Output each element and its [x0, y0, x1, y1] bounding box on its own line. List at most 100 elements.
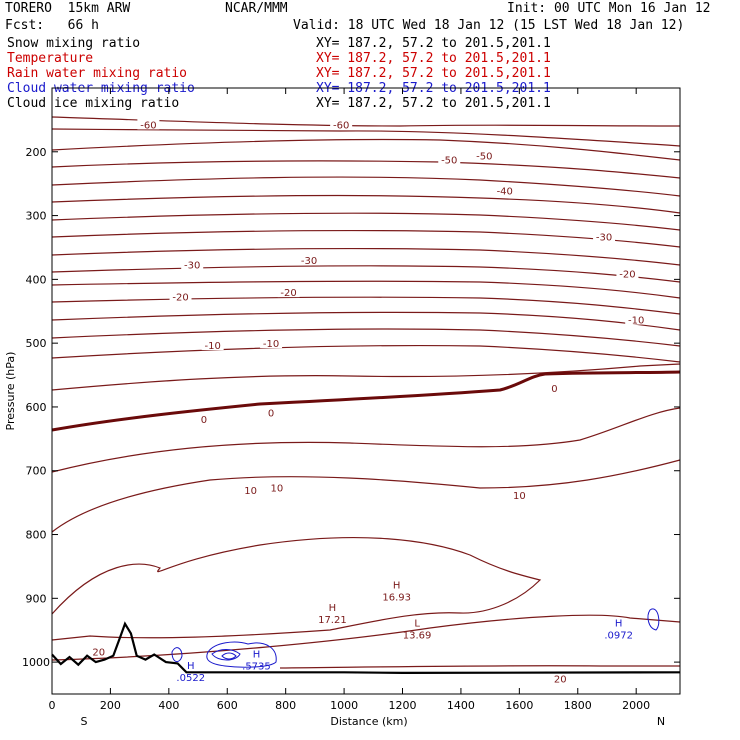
extremum-kind: H: [187, 661, 195, 672]
y-tick-label: 500: [26, 337, 47, 350]
y-tick-label: 1000: [22, 656, 50, 669]
x-axis-label: Distance (km): [330, 715, 407, 728]
field-xy-snow: XY= 187.2, 57.2 to 201.5,201.1: [316, 36, 551, 51]
x-tick-label: 400: [158, 699, 179, 712]
x-axis-ticks: 0 200 400 600 800 1000 1200 1400 1600 1800 2000: [49, 88, 650, 712]
x-tick-label: 1600: [505, 699, 533, 712]
temperature-contour-label: -10: [628, 316, 644, 327]
x-tick-label: 200: [100, 699, 121, 712]
x-tick-label: 1000: [330, 699, 358, 712]
contour-label-bg: [473, 149, 496, 161]
temperature-contour-label: -30: [301, 256, 317, 267]
temperature-contours: [51, 116, 681, 669]
temperature-contour-label: -60: [333, 120, 349, 131]
contour-label-bg: [266, 406, 277, 418]
extremum-kind: L: [414, 618, 420, 629]
contour-label-bg: [616, 267, 639, 279]
north-label: N: [657, 715, 665, 728]
temperature-contour-label: -20: [619, 270, 635, 281]
contour-label-bg: [511, 488, 528, 500]
temperature-contour-label: 10: [513, 491, 526, 502]
contour-labels: -60 -60 -50 -50 -40 -30 -30 -30 -20 -20 -20 -10 -10 -…: [90, 118, 648, 686]
temperature-contour-label: -10: [263, 339, 279, 350]
contour-label-bg: [260, 337, 283, 349]
x-tick-label: 600: [217, 699, 238, 712]
temperature-contour-label: 10: [244, 486, 257, 497]
field-name-temperature: Temperature: [7, 51, 94, 66]
extremum-kind: H: [615, 618, 623, 629]
contour-label-bg: [198, 413, 209, 425]
y-tick-label: 800: [26, 529, 47, 542]
temperature-contour-label: -50: [441, 155, 457, 166]
center-label: NCAR/MMM: [225, 1, 288, 16]
temperature-contour-label: -40: [497, 187, 513, 198]
contour-label-bg: [593, 230, 616, 242]
temperature-contour-label: 20: [554, 675, 567, 686]
extremum-kind: H: [329, 603, 337, 614]
extremum-kind: H: [253, 650, 261, 661]
temperature-contour-label: -20: [280, 288, 296, 299]
contour-label-bg: [268, 481, 285, 493]
temperature-contour-label: -60: [140, 120, 156, 131]
x-tick-label: 2000: [622, 699, 650, 712]
x-tick-label: 0: [49, 699, 56, 712]
temperature-contour-label: -30: [184, 261, 200, 272]
field-name-rain: Rain water mixing ratio: [7, 66, 188, 81]
temperature-contour-label: -10: [204, 341, 220, 352]
y-tick-label: 700: [26, 465, 47, 478]
y-axis-label: Pressure (hPa): [4, 352, 17, 431]
extremum-value: .5735: [242, 662, 271, 673]
extremum-kind: H: [393, 581, 401, 592]
temperature-contour-label: -20: [172, 293, 188, 304]
field-xy-temperature: XY= 187.2, 57.2 to 201.5,201.1: [316, 51, 551, 66]
field-name-snow: Snow mixing ratio: [7, 36, 141, 51]
south-label: S: [81, 715, 88, 728]
cloud-water-contours: [171, 608, 660, 668]
contour-label-bg: [493, 184, 516, 196]
contour-label-bg: [438, 153, 461, 165]
forecast-hour: Fcst: 66 h: [5, 18, 99, 33]
valid-time: Valid: 18 UTC Wed 18 Jan 12 (15 LST Wed …: [293, 18, 685, 33]
extremum-value: .0522: [176, 673, 205, 684]
terrain-line: [51, 621, 681, 675]
contour-label-bg: [242, 483, 259, 495]
contour-label-bg: [277, 286, 300, 298]
contour-label-bg: [625, 313, 648, 325]
field-name-cloud-ice: Cloud ice mixing ratio: [7, 96, 180, 111]
x-tick-label: 1200: [389, 699, 417, 712]
x-tick-label: 1800: [564, 699, 592, 712]
y-tick-label: 400: [26, 273, 47, 286]
field-xy-cloud-ice: XY= 187.2, 57.2 to 201.5,201.1: [316, 96, 551, 111]
contour-label-bg: [330, 118, 353, 130]
extremum-value: 16.93: [382, 593, 411, 604]
plot-frame: [51, 87, 681, 695]
contour-label-bg: [552, 672, 569, 684]
model-title: TORERO 15km ARW: [5, 1, 131, 16]
extremum-value: 13.69: [403, 630, 432, 641]
contour-label-bg: [298, 254, 321, 266]
x-tick-label: 800: [275, 699, 296, 712]
temperature-contour-label: 0: [551, 384, 557, 395]
temperature-contour-label: 20: [92, 647, 105, 658]
init-time: Init: 00 UTC Mon 16 Jan 12: [507, 1, 711, 16]
zero-isotherm: [51, 370, 681, 432]
extremum-value: 17.21: [318, 615, 347, 626]
y-tick-label: 600: [26, 401, 47, 414]
contour-label-bg: [181, 258, 204, 270]
field-xy-rain: XY= 187.2, 57.2 to 201.5,201.1: [316, 66, 551, 81]
y-tick-label: 200: [26, 146, 47, 159]
temperature-contour-label: 10: [271, 483, 284, 494]
temperature-contour-label: -30: [596, 233, 612, 244]
contour-label-bg: [137, 118, 160, 130]
y-tick-label: 300: [26, 210, 47, 223]
temperature-contour-label: 0: [268, 409, 274, 420]
temperature-contour-label: -50: [476, 152, 492, 163]
contour-label-bg: [201, 339, 224, 351]
contour-label-bg: [90, 645, 107, 657]
contour-label-bg: [549, 381, 560, 393]
x-tick-label: 1400: [447, 699, 475, 712]
temperature-contour-label: 0: [201, 415, 207, 426]
